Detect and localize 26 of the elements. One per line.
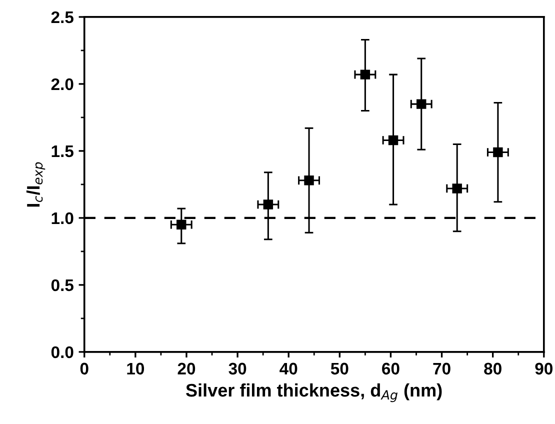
- y-axis-title: I$_{c}$/I$_{exp}$: [26, 162, 46, 207]
- y-tick-label: 2.5: [51, 11, 74, 24]
- y-tick-label: 1.5: [52, 146, 74, 158]
- point: [304, 176, 314, 186]
- point: [416, 99, 426, 109]
- x-tick-label: 60: [382, 362, 400, 375]
- x-tick-label: 30: [228, 362, 246, 375]
- x-tick-label: 50: [330, 362, 348, 375]
- x-tick-label: 80: [484, 362, 502, 375]
- x-tick-label: 70: [433, 362, 450, 375]
- y-tick-label: 0.5: [51, 279, 74, 292]
- point: [388, 135, 398, 146]
- point: [452, 184, 462, 194]
- point: [493, 147, 503, 158]
- x-tick-label: 40: [280, 362, 298, 375]
- y-tick-label: 0.0: [51, 346, 74, 358]
- x-tick-label: 90: [535, 362, 552, 375]
- x-tick-label: 10: [127, 362, 144, 375]
- y-tick-label: 1.0: [52, 212, 74, 224]
- x-axis-title: Silver film thickness, d$_{Ag}$ (nm): [186, 383, 442, 402]
- point: [360, 70, 370, 80]
- y-tick-label: 2.0: [51, 78, 74, 90]
- point: [263, 200, 274, 210]
- x-tick-label: 20: [178, 362, 196, 375]
- point: [176, 220, 186, 230]
- x-tick-label: 0: [80, 362, 88, 375]
